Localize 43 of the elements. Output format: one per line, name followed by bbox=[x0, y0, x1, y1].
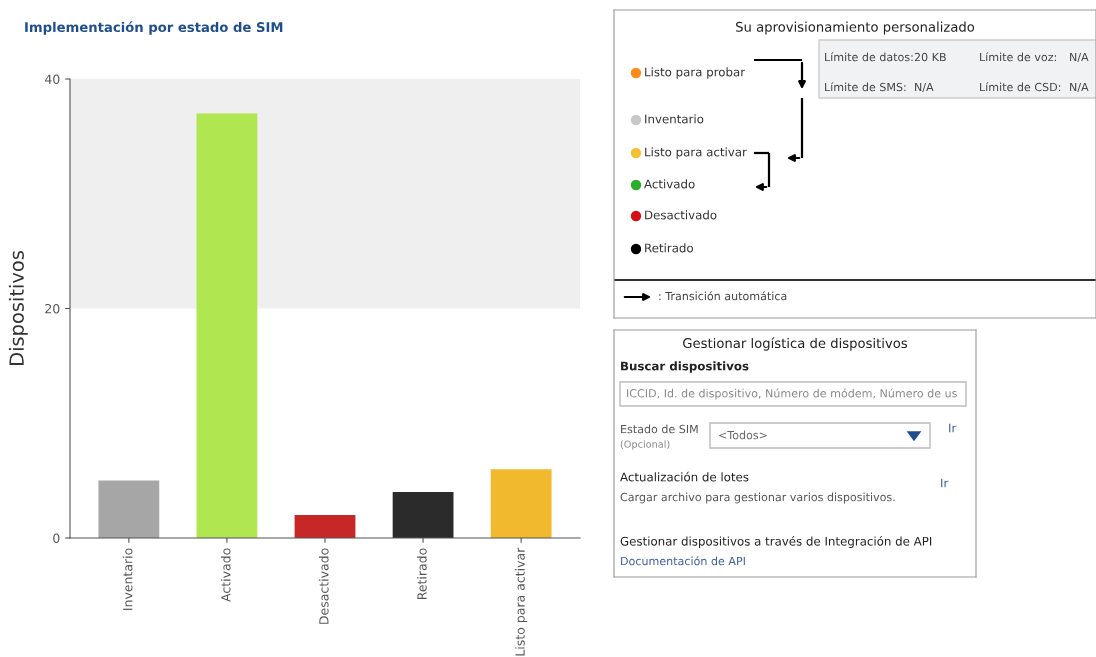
bar bbox=[294, 515, 356, 538]
text: N/A bbox=[1070, 82, 1089, 93]
text: N/A bbox=[915, 82, 934, 93]
y-tick-label: 0 bbox=[53, 533, 60, 543]
y-tick-label: 20 bbox=[45, 303, 60, 314]
category-label: Retirado bbox=[645, 243, 693, 253]
text: Límite de CSD: bbox=[980, 82, 1061, 92]
x-tick-label: Retirado bbox=[417, 548, 427, 600]
text: Cargar archivo para gestionar varios dispositivos. bbox=[620, 492, 895, 504]
category-label: Inventario bbox=[645, 114, 704, 124]
bar bbox=[196, 113, 258, 538]
text: ICCID, Id. de dispositivo, Número de módem, Número de us bbox=[627, 388, 957, 400]
bar bbox=[490, 469, 552, 538]
chart-title: Implementación por estado de SIM bbox=[25, 21, 283, 35]
x-tick-label: Desactivado bbox=[318, 548, 329, 624]
text: Documentación de API bbox=[621, 556, 745, 566]
x-tick-label: Inventario bbox=[122, 548, 133, 610]
text: 20 KB bbox=[914, 52, 946, 62]
text: Gestionar logística de dispositivos bbox=[683, 337, 908, 351]
bar bbox=[98, 480, 160, 538]
text: <Todos> bbox=[719, 430, 767, 440]
category-label: Listo para activar bbox=[645, 147, 747, 159]
text: Ir bbox=[949, 423, 957, 433]
x-tick-label: Listo para activar bbox=[515, 547, 528, 656]
x-tick-label: Activado bbox=[220, 548, 231, 602]
text: Buscar dispositivos bbox=[621, 361, 749, 373]
y-tick-label: 40 bbox=[44, 74, 60, 84]
text: : Transición automática bbox=[659, 291, 787, 301]
bar bbox=[392, 492, 454, 538]
text: Límite de datos: bbox=[825, 52, 913, 62]
category-label: Desactivado bbox=[645, 210, 717, 220]
category-label: Listo para probar bbox=[645, 67, 746, 79]
text: N/A bbox=[1070, 52, 1089, 63]
text: Límite de SMS: bbox=[825, 82, 906, 92]
text: Estado de SIM bbox=[621, 424, 698, 434]
text: Su aprovisionamiento personalizado bbox=[736, 21, 975, 35]
y-axis-title: Dispositivos bbox=[8, 251, 28, 366]
text: Ir bbox=[941, 478, 949, 488]
text: Actualización de lotes bbox=[620, 471, 749, 482]
text: (Opcional) bbox=[620, 440, 670, 450]
text: Gestionar dispositivos a través de Integración de API bbox=[620, 536, 932, 548]
category-label: Activado bbox=[644, 179, 695, 189]
text: Límite de voz: bbox=[980, 52, 1056, 62]
